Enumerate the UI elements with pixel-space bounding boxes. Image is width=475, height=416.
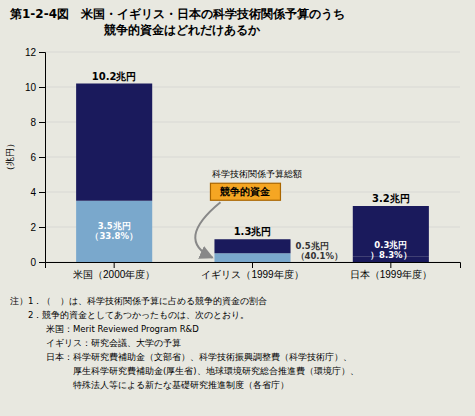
y-tick-mark bbox=[39, 87, 45, 88]
bar bbox=[214, 239, 290, 253]
y-tick: 4 bbox=[30, 187, 45, 198]
y-tick-label: 12 bbox=[25, 47, 37, 58]
bars bbox=[76, 84, 429, 263]
labels: 3.5兆円（33.8%） 0.5兆円（40.1%） 0.3兆円）8.3%） 10.2兆… bbox=[90, 71, 411, 262]
y-tick: 6 bbox=[30, 152, 45, 163]
x-tick: 日本（1999年度） bbox=[350, 262, 432, 280]
y-tick-mark bbox=[39, 52, 45, 53]
label-line: ）8.3%） bbox=[370, 250, 412, 260]
x-tick-mark bbox=[114, 262, 115, 268]
label-line: （40.1%） bbox=[296, 251, 344, 261]
series bbox=[76, 84, 429, 257]
data-label: 0.5兆円（40.1%） bbox=[296, 241, 344, 261]
y-tick-label: 2 bbox=[30, 222, 36, 233]
x-tick-label: 日本（1999年度） bbox=[350, 269, 432, 280]
note: 日本：科学研究費補助金（文部省）、科学技術振興調整費（科学技術庁）、 bbox=[10, 352, 352, 362]
annotation: 科学技術関係予算総額 bbox=[212, 169, 302, 179]
y-tick: 2 bbox=[30, 222, 45, 233]
y-tick-mark bbox=[39, 157, 45, 158]
chart: 第1-2-4図 米国・イギリス・日本の科学技術関係予算のうち競争的資金はどれだけ… bbox=[0, 0, 475, 416]
x-axis: 米国（2000年度） イギリス（1999年度） 日本（1999年度） bbox=[46, 262, 461, 280]
y-axis: 0 2 4 6 8 10 12 bbox=[25, 47, 46, 268]
bar bbox=[76, 84, 152, 201]
y-tick-mark bbox=[39, 262, 45, 263]
background bbox=[0, 0, 475, 416]
series bbox=[76, 201, 429, 262]
annotation-box bbox=[210, 183, 280, 200]
y-tick: 8 bbox=[30, 117, 45, 128]
label-line: 3.5兆円 bbox=[98, 221, 131, 231]
data-label: 0.3兆円）8.3%） bbox=[370, 240, 412, 260]
y-tick-label: 4 bbox=[30, 187, 36, 198]
y-tick-mark bbox=[39, 192, 45, 193]
x-tick: 米国（2000年度） bbox=[73, 262, 155, 280]
label-line: 0.5兆円 bbox=[296, 241, 329, 251]
bar bbox=[214, 253, 290, 262]
total-label: 10.2兆円 bbox=[92, 71, 137, 82]
x-tick: イギリス（1999年度） bbox=[201, 262, 303, 280]
annotation-arrow bbox=[195, 202, 220, 257]
total-label: 1.3兆円 bbox=[234, 226, 272, 237]
grid-line bbox=[45, 52, 460, 53]
y-axis-label: （兆円） bbox=[5, 139, 15, 175]
x-tick-mark bbox=[252, 262, 253, 268]
note: 米国：Merit Reviewed Program R&D bbox=[10, 324, 199, 334]
total-label: 3.2兆円 bbox=[372, 193, 410, 204]
bar bbox=[76, 201, 152, 262]
note: 2．競争的資金としてあつかったものは、次のとおり。 bbox=[10, 310, 249, 320]
grid bbox=[45, 52, 460, 262]
x-tick-mark bbox=[390, 262, 391, 268]
x-axis-line bbox=[46, 263, 461, 269]
annotations: 科学技術関係予算総額競争的資金 bbox=[195, 169, 302, 257]
y-tick-label: 6 bbox=[30, 152, 36, 163]
y-tick-label: 8 bbox=[30, 117, 36, 128]
note: 特殊法人等による新たな基礎研究推進制度（各省庁） bbox=[10, 380, 289, 390]
title: 競争的資金はどれだけあるか bbox=[103, 23, 261, 37]
note: 注）1．（ ）は、科学技術関係予算に占める競争的資金の割合 bbox=[10, 296, 267, 306]
y-tick: 10 bbox=[25, 82, 45, 93]
x-tick-label: イギリス（1999年度） bbox=[201, 269, 303, 280]
y-tick-label: 10 bbox=[25, 82, 37, 93]
data-label: 3.5兆円（33.8%） bbox=[90, 221, 137, 241]
y-tick: 12 bbox=[25, 47, 45, 58]
y-axis-line bbox=[39, 53, 46, 263]
annotation: 競争的資金 bbox=[219, 186, 271, 198]
y-tick-label: 0 bbox=[30, 257, 36, 268]
note: イギリス：研究会議、大学の予算 bbox=[10, 338, 181, 348]
notes: 注）1．（ ）は、科学技術関係予算に占める競争的資金の割合 2．競争的資金として… bbox=[10, 296, 359, 390]
y-tick-mark bbox=[39, 122, 45, 123]
y-tick: 0 bbox=[30, 257, 45, 268]
title: 第1-2-4図 米国・イギリス・日本の科学技術関係予算のうち bbox=[9, 7, 345, 21]
plot: 0 2 4 6 8 10 12 米国（2000年度） イギリス（1999年度） 日本（1999年度… bbox=[25, 47, 461, 280]
note: 厚生科学研究費補助金(厚生省)、地球環境研究総合推進費（環境庁）、 bbox=[10, 366, 359, 376]
y-tick-mark bbox=[39, 227, 45, 228]
label-line: 0.3兆円 bbox=[374, 240, 407, 250]
label-line: （33.8%） bbox=[90, 231, 137, 241]
x-tick-label: 米国（2000年度） bbox=[73, 269, 155, 280]
